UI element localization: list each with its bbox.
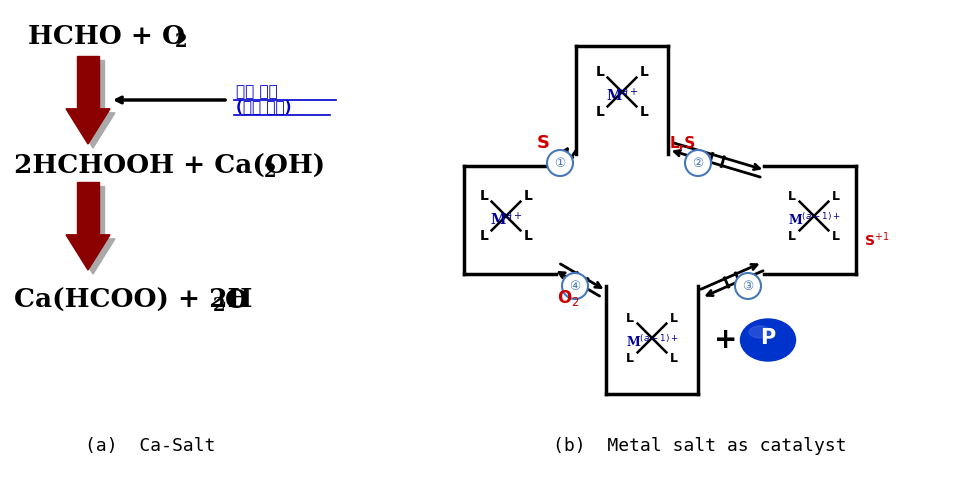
Circle shape	[685, 150, 711, 176]
Text: S$^{+1}$: S$^{+1}$	[864, 231, 889, 250]
Polygon shape	[66, 235, 110, 270]
Text: L: L	[670, 312, 678, 325]
Polygon shape	[82, 60, 104, 113]
Text: ③: ③	[743, 280, 753, 293]
Text: L: L	[788, 229, 796, 242]
Text: (분해 향상): (분해 향상)	[236, 99, 292, 115]
Ellipse shape	[749, 326, 771, 338]
Text: 2: 2	[213, 297, 226, 315]
Text: L: L	[596, 65, 605, 79]
Text: ④: ④	[570, 280, 580, 293]
Text: L: L	[788, 189, 796, 203]
Text: L,S: L,S	[670, 135, 696, 151]
Polygon shape	[71, 113, 115, 148]
Text: L: L	[640, 65, 648, 79]
Polygon shape	[66, 109, 110, 144]
Text: M$^{(a-1)+}$: M$^{(a-1)+}$	[787, 212, 840, 228]
Text: L: L	[596, 105, 605, 119]
Text: 2HCHOOH + Ca(OH): 2HCHOOH + Ca(OH)	[14, 153, 325, 178]
Polygon shape	[77, 56, 99, 109]
Text: 2: 2	[264, 163, 276, 181]
Text: (a)  Ca-Salt: (a) Ca-Salt	[85, 437, 215, 455]
Circle shape	[547, 150, 573, 176]
Text: ②: ②	[692, 156, 704, 170]
Text: P: P	[760, 328, 776, 348]
Circle shape	[735, 273, 761, 299]
Text: L: L	[832, 229, 840, 242]
Text: O$_2$: O$_2$	[557, 288, 579, 308]
Text: L: L	[626, 351, 634, 365]
Text: L: L	[479, 189, 489, 203]
Text: Ca(HCOO) + 2H: Ca(HCOO) + 2H	[14, 287, 253, 313]
Text: +: +	[714, 326, 738, 354]
Text: L: L	[524, 189, 533, 203]
Text: L: L	[640, 105, 648, 119]
Text: M$^{a+}$: M$^{a+}$	[490, 211, 522, 228]
Polygon shape	[77, 182, 99, 235]
Text: M$^{(a-1)+}$: M$^{(a-1)+}$	[626, 334, 678, 350]
Polygon shape	[71, 239, 115, 274]
Text: L: L	[832, 189, 840, 203]
Text: (b)  Metal salt as catalyst: (b) Metal salt as catalyst	[553, 437, 847, 455]
Text: L: L	[670, 351, 678, 365]
Polygon shape	[82, 186, 104, 239]
Text: 수분 제공: 수분 제공	[236, 85, 278, 99]
Text: HCHO + O: HCHO + O	[28, 23, 185, 48]
Text: ①: ①	[554, 156, 566, 170]
Text: L: L	[524, 229, 533, 243]
Circle shape	[562, 273, 588, 299]
Text: S: S	[537, 134, 549, 152]
Text: M$^{a+}$: M$^{a+}$	[606, 87, 639, 105]
Text: 2: 2	[175, 33, 188, 51]
Text: L: L	[626, 312, 634, 325]
Ellipse shape	[741, 319, 795, 361]
Text: O: O	[225, 287, 248, 313]
Text: L: L	[479, 229, 489, 243]
